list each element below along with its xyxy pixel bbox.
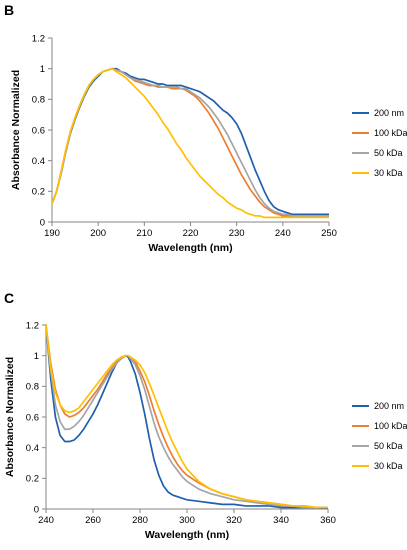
y-tick-label: 0.2 xyxy=(26,474,39,485)
y-tick-label: 0 xyxy=(34,504,39,515)
legend-label-200-nm: 200 nm xyxy=(374,108,404,118)
x-tick-label: 250 xyxy=(321,228,337,239)
x-tick-label: 210 xyxy=(136,228,152,239)
y-tick-label: 1.2 xyxy=(32,33,45,44)
y-axis-title: Absorbance Normalized xyxy=(10,70,22,190)
x-tick-label: 230 xyxy=(229,228,245,239)
x-axis-title: Wavelength (nm) xyxy=(148,242,232,254)
legend-label-30-kda: 30 kDa xyxy=(374,168,403,178)
x-tick-label: 320 xyxy=(226,515,242,526)
y-tick-label: 0.4 xyxy=(32,156,45,167)
series-line-200-nm xyxy=(46,324,328,509)
panel-b-letter: B xyxy=(4,2,14,18)
legend-label-30-kda: 30 kDa xyxy=(374,461,403,471)
y-tick-label: 1 xyxy=(40,64,45,75)
legend-label-100-kda: 100 kDa xyxy=(374,128,407,138)
x-tick-label: 300 xyxy=(179,515,195,526)
x-tick-label: 260 xyxy=(85,515,101,526)
x-axis-title: Wavelength (nm) xyxy=(145,529,229,541)
series-line-200-nm xyxy=(52,67,329,216)
legend: 200 nm 100 kDa 50 kDa 30 kDa xyxy=(352,401,407,471)
series-line-50-kda xyxy=(52,67,329,217)
legend-label-100-kda: 100 kDa xyxy=(374,421,407,431)
y-tick-label: 0.2 xyxy=(32,187,45,198)
y-tick-label: 0.6 xyxy=(32,125,45,136)
x-tick-label: 190 xyxy=(44,228,60,239)
legend-label-200-nm: 200 nm xyxy=(374,401,404,411)
y-tick-label: 0 xyxy=(40,217,45,228)
y-tick-label: 0.6 xyxy=(26,412,39,423)
y-tick-label: 0.8 xyxy=(32,95,45,106)
x-tick-label: 340 xyxy=(273,515,289,526)
panel-c-chart: C 0 0.2 0.4 0.6 0.8 1 1.2 240 260 280 300 320 340 360 W… xyxy=(4,290,407,541)
x-tick-label: 360 xyxy=(320,515,336,526)
series-line-50-kda xyxy=(46,324,328,509)
series-line-30-kda xyxy=(52,67,329,219)
y-axis-title: Absorbance Normalized xyxy=(4,357,16,477)
y-tick-label: 1 xyxy=(34,351,39,362)
series-line-30-kda xyxy=(46,324,328,509)
panel-b-chart: B 0 0.2 0.4 0.6 0.8 1 1.2 190 200 210 220 230 240 250 W… xyxy=(4,2,407,254)
legend-label-50-kda: 50 kDa xyxy=(374,441,403,451)
legend-label-50-kda: 50 kDa xyxy=(374,148,403,158)
x-tick-label: 240 xyxy=(38,515,54,526)
x-tick-label: 280 xyxy=(132,515,148,526)
y-tick-label: 0.8 xyxy=(26,382,39,393)
x-tick-label: 220 xyxy=(183,228,199,239)
series-line-100-kda xyxy=(46,324,328,509)
legend: 200 nm 100 kDa 50 kDa 30 kDa xyxy=(352,108,407,178)
x-tick-label: 200 xyxy=(90,228,106,239)
panel-c-letter: C xyxy=(4,290,14,306)
y-tick-label: 1.2 xyxy=(26,320,39,331)
x-tick-label: 240 xyxy=(275,228,291,239)
y-tick-label: 0.4 xyxy=(26,443,39,454)
